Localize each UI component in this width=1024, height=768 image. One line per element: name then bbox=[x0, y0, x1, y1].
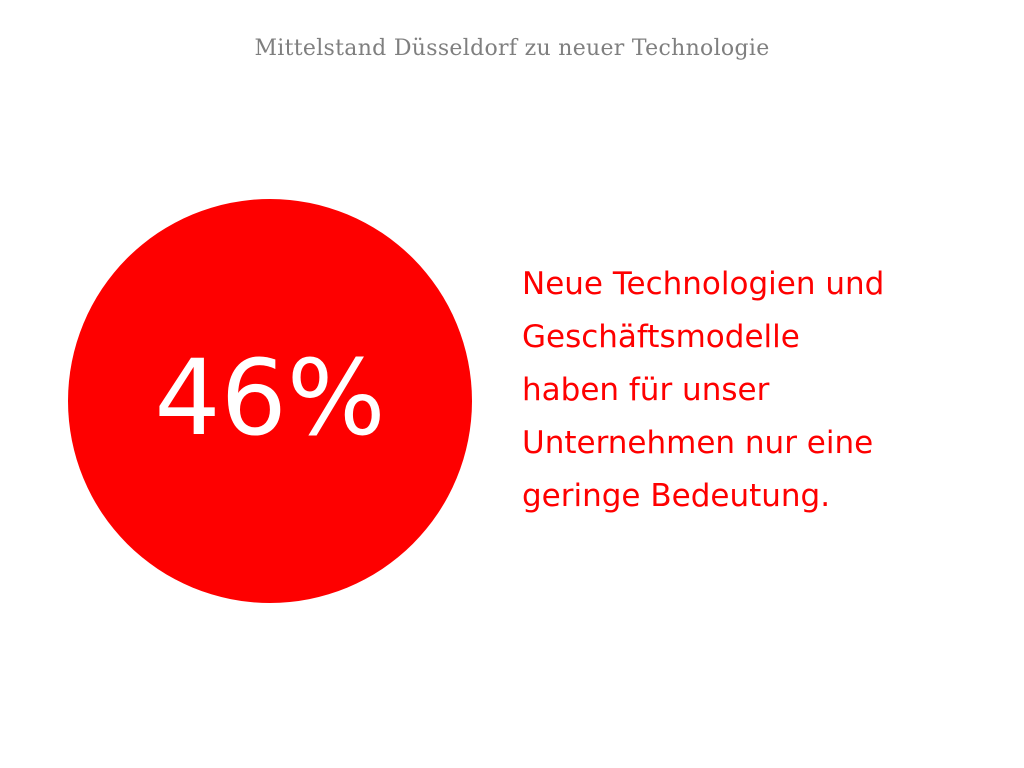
statement-text: Neue Technologien und Geschäftsmodelle h… bbox=[522, 258, 1002, 523]
stat-circle: 46% bbox=[68, 199, 472, 603]
statement-line: Geschäftsmodelle bbox=[522, 319, 800, 355]
slide-title: Mittelstand Düsseldorf zu neuer Technolo… bbox=[254, 36, 770, 61]
statement-line: geringe Bedeutung. bbox=[522, 478, 831, 514]
stat-percentage: 46% bbox=[154, 337, 386, 459]
statement-line: Neue Technologien und bbox=[522, 266, 885, 302]
statement-line: Unternehmen nur eine bbox=[522, 425, 874, 461]
statement-line: haben für unser bbox=[522, 372, 770, 408]
